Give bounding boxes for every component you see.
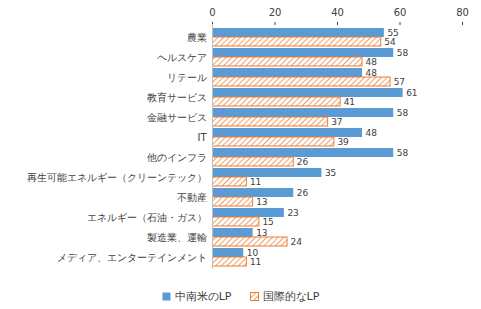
svg-text:13: 13 [256, 197, 267, 207]
svg-text:48: 48 [366, 68, 378, 78]
svg-text:57: 57 [394, 77, 405, 87]
svg-text:他のインフラ: 他のインフラ [147, 152, 207, 163]
svg-text:61: 61 [406, 88, 417, 98]
svg-text:48: 48 [366, 128, 378, 138]
svg-text:金融サービス: 金融サービス [147, 112, 207, 123]
svg-text:20: 20 [269, 7, 282, 18]
svg-text:26: 26 [297, 188, 309, 198]
svg-text:メディア、エンターテインメント: メディア、エンターテインメント [57, 252, 207, 263]
svg-text:60: 60 [394, 7, 407, 18]
svg-text:23: 23 [287, 208, 298, 218]
svg-text:24: 24 [291, 237, 303, 247]
svg-text:10: 10 [246, 247, 259, 258]
svg-text:58: 58 [397, 108, 409, 118]
svg-text:55: 55 [387, 27, 399, 38]
svg-text:54: 54 [384, 37, 396, 47]
svg-text:ヘルスケア: ヘルスケア [157, 52, 207, 63]
html-text:国際的なLP: 国際的なLP [262, 289, 320, 303]
svg-text:48: 48 [366, 57, 378, 67]
svg-text:製造業、運輸: 製造業、運輸 [147, 232, 207, 243]
html-text:中南米のLP: 中南米のLP [174, 289, 232, 303]
svg-text:35: 35 [325, 168, 336, 178]
svg-text:37: 37 [331, 117, 342, 127]
svg-text:エネルギー（石油・ガス）: エネルギー（石油・ガス） [87, 212, 207, 223]
svg-text:11: 11 [250, 177, 261, 187]
svg-text:不動産: 不動産 [177, 192, 207, 203]
svg-text:40: 40 [331, 7, 344, 18]
svg-text:IT: IT [197, 132, 207, 143]
svg-text:リテール: リテール [167, 72, 207, 83]
svg-text:41: 41 [344, 97, 355, 107]
svg-text:再生可能エネルギー（クリーンテック）: 再生可能エネルギー（クリーンテック） [27, 172, 207, 183]
svg-text:11: 11 [250, 257, 261, 267]
svg-text:80: 80 [456, 7, 469, 18]
svg-text:58: 58 [397, 148, 409, 158]
svg-text:26: 26 [297, 157, 309, 167]
svg-text:0: 0 [209, 7, 215, 18]
svg-text:農業: 農業 [187, 32, 207, 43]
svg-text:39: 39 [337, 137, 349, 147]
svg-text:15: 15 [262, 217, 273, 227]
svg-text:教育サービス: 教育サービス [147, 92, 207, 103]
svg-text:58: 58 [397, 48, 409, 58]
svg-text:13: 13 [256, 228, 267, 238]
